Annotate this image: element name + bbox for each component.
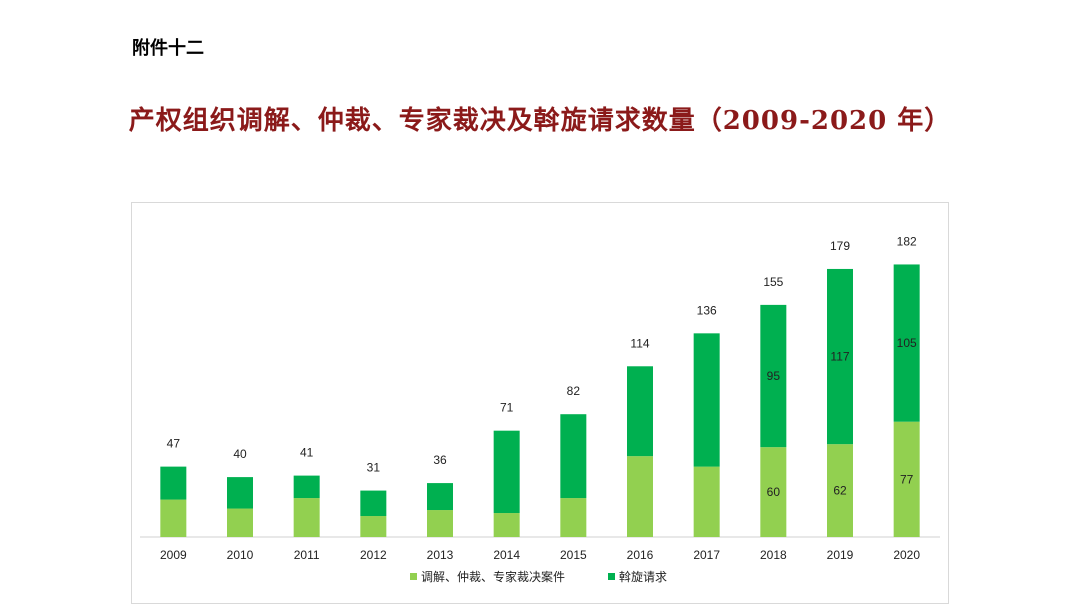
stacked-bar-chart: 47 2009 40 2010 41 2011 31 2012 36 2013 71 2014 82 20… (140, 234, 940, 584)
bar-good-offices-2014 (493, 430, 520, 514)
x-tick-label-2010: 2010 (227, 548, 254, 562)
bar-cases-2014 (493, 513, 520, 537)
bar-cases-2009 (160, 499, 187, 537)
x-tick-label-2018: 2018 (760, 548, 787, 562)
total-label-2020: 182 (897, 234, 917, 248)
x-tick-label-2011: 2011 (294, 548, 320, 562)
data-label-cases-2018: 60 (767, 485, 781, 499)
bar-good-offices-2013 (427, 483, 453, 511)
bar-good-offices-2009 (160, 466, 187, 500)
bar-cases-2018 (760, 447, 787, 537)
bar-good-offices-2010 (227, 477, 253, 509)
bar-cases-2017 (693, 466, 720, 537)
bar-cases-2020 (893, 421, 920, 537)
x-tick-label-2016: 2016 (627, 548, 654, 562)
legend-swatch-good-offices (608, 573, 615, 580)
legend-label-cases: 调解、仲裁、专家裁决案件 (421, 569, 565, 584)
bar-cases-2012 (360, 516, 387, 537)
x-tick-label-2015: 2015 (560, 548, 587, 562)
data-label-cases-2019: 62 (833, 484, 847, 498)
x-tick-label-2012: 2012 (360, 548, 387, 562)
bar-good-offices-2020 (893, 264, 920, 422)
x-tick-label-2019: 2019 (827, 548, 854, 562)
x-tick-label-2020: 2020 (893, 548, 920, 562)
total-label-2011: 41 (300, 446, 314, 460)
x-tick-label-2017: 2017 (693, 548, 720, 562)
bar-cases-2016 (627, 456, 653, 537)
chart-frame: 47 2009 40 2010 41 2011 31 2012 36 2013 71 2014 82 20… (131, 202, 949, 604)
x-tick-label-2014: 2014 (493, 548, 520, 562)
bar-good-offices-2015 (560, 414, 587, 499)
total-label-2014: 71 (500, 401, 514, 415)
total-label-2019: 179 (830, 239, 850, 253)
bar-cases-2010 (227, 508, 253, 537)
bar-good-offices-2019 (827, 268, 853, 445)
bar-good-offices-2016 (627, 366, 653, 457)
total-label-2015: 82 (567, 384, 581, 398)
data-label-good-offices-2018: 95 (767, 369, 781, 383)
legend-label-good-offices: 斡旋请求 (619, 569, 667, 584)
total-label-2010: 40 (233, 447, 247, 461)
total-label-2009: 47 (167, 437, 181, 451)
data-label-good-offices-2019: 117 (830, 350, 849, 364)
bar-good-offices-2012 (360, 490, 387, 517)
legend-swatch-cases (410, 573, 417, 580)
bar-good-offices-2017 (693, 333, 720, 467)
data-label-cases-2020: 77 (900, 472, 914, 486)
data-label-good-offices-2020: 105 (897, 336, 917, 350)
bar-cases-2019 (827, 444, 853, 537)
total-label-2013: 36 (433, 453, 447, 467)
bar-good-offices-2018 (760, 304, 787, 448)
x-tick-label-2013: 2013 (427, 548, 454, 562)
total-label-2017: 136 (697, 303, 717, 317)
page-title: 产权组织调解、仲裁、专家裁决及斡旋请求数量（2009-2020 年） (128, 106, 952, 136)
bar-cases-2015 (560, 498, 587, 537)
total-label-2016: 114 (630, 336, 649, 350)
bar-cases-2011 (293, 498, 320, 537)
bar-good-offices-2011 (293, 475, 320, 499)
x-tick-label-2009: 2009 (160, 548, 187, 562)
bar-cases-2013 (427, 510, 453, 537)
attachment-label: 附件十二 (132, 38, 204, 59)
total-label-2018: 155 (763, 275, 783, 289)
total-label-2012: 31 (367, 461, 381, 475)
